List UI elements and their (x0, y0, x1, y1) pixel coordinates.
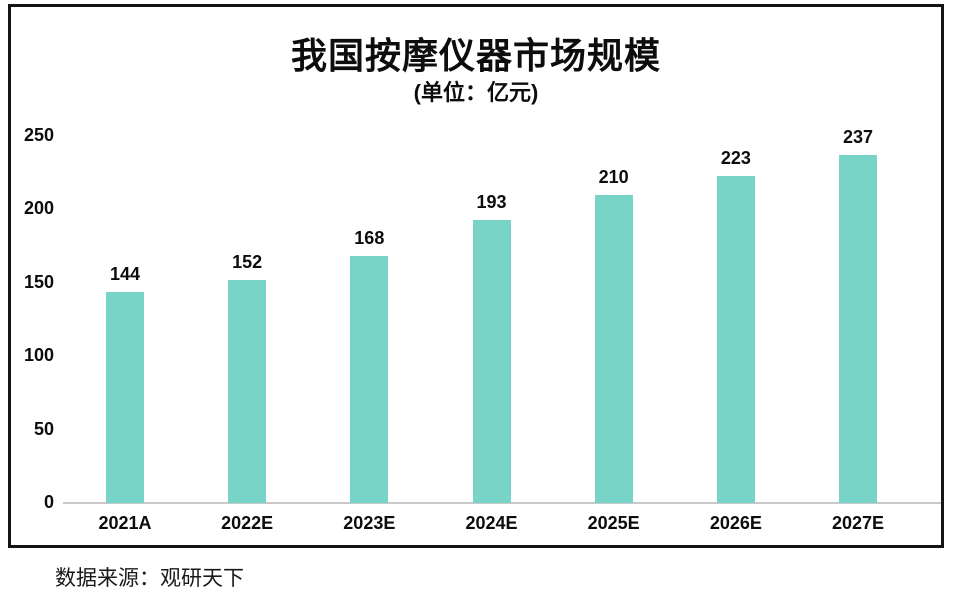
data-source-note: 数据来源：观研天下 (55, 566, 244, 590)
chart-subtitle: (单位：亿元) (413, 80, 539, 105)
chart-frame: 我国按摩仪器市场规模 (单位：亿元) (8, 4, 944, 548)
chart-title: 我国按摩仪器市场规模 (290, 35, 661, 76)
